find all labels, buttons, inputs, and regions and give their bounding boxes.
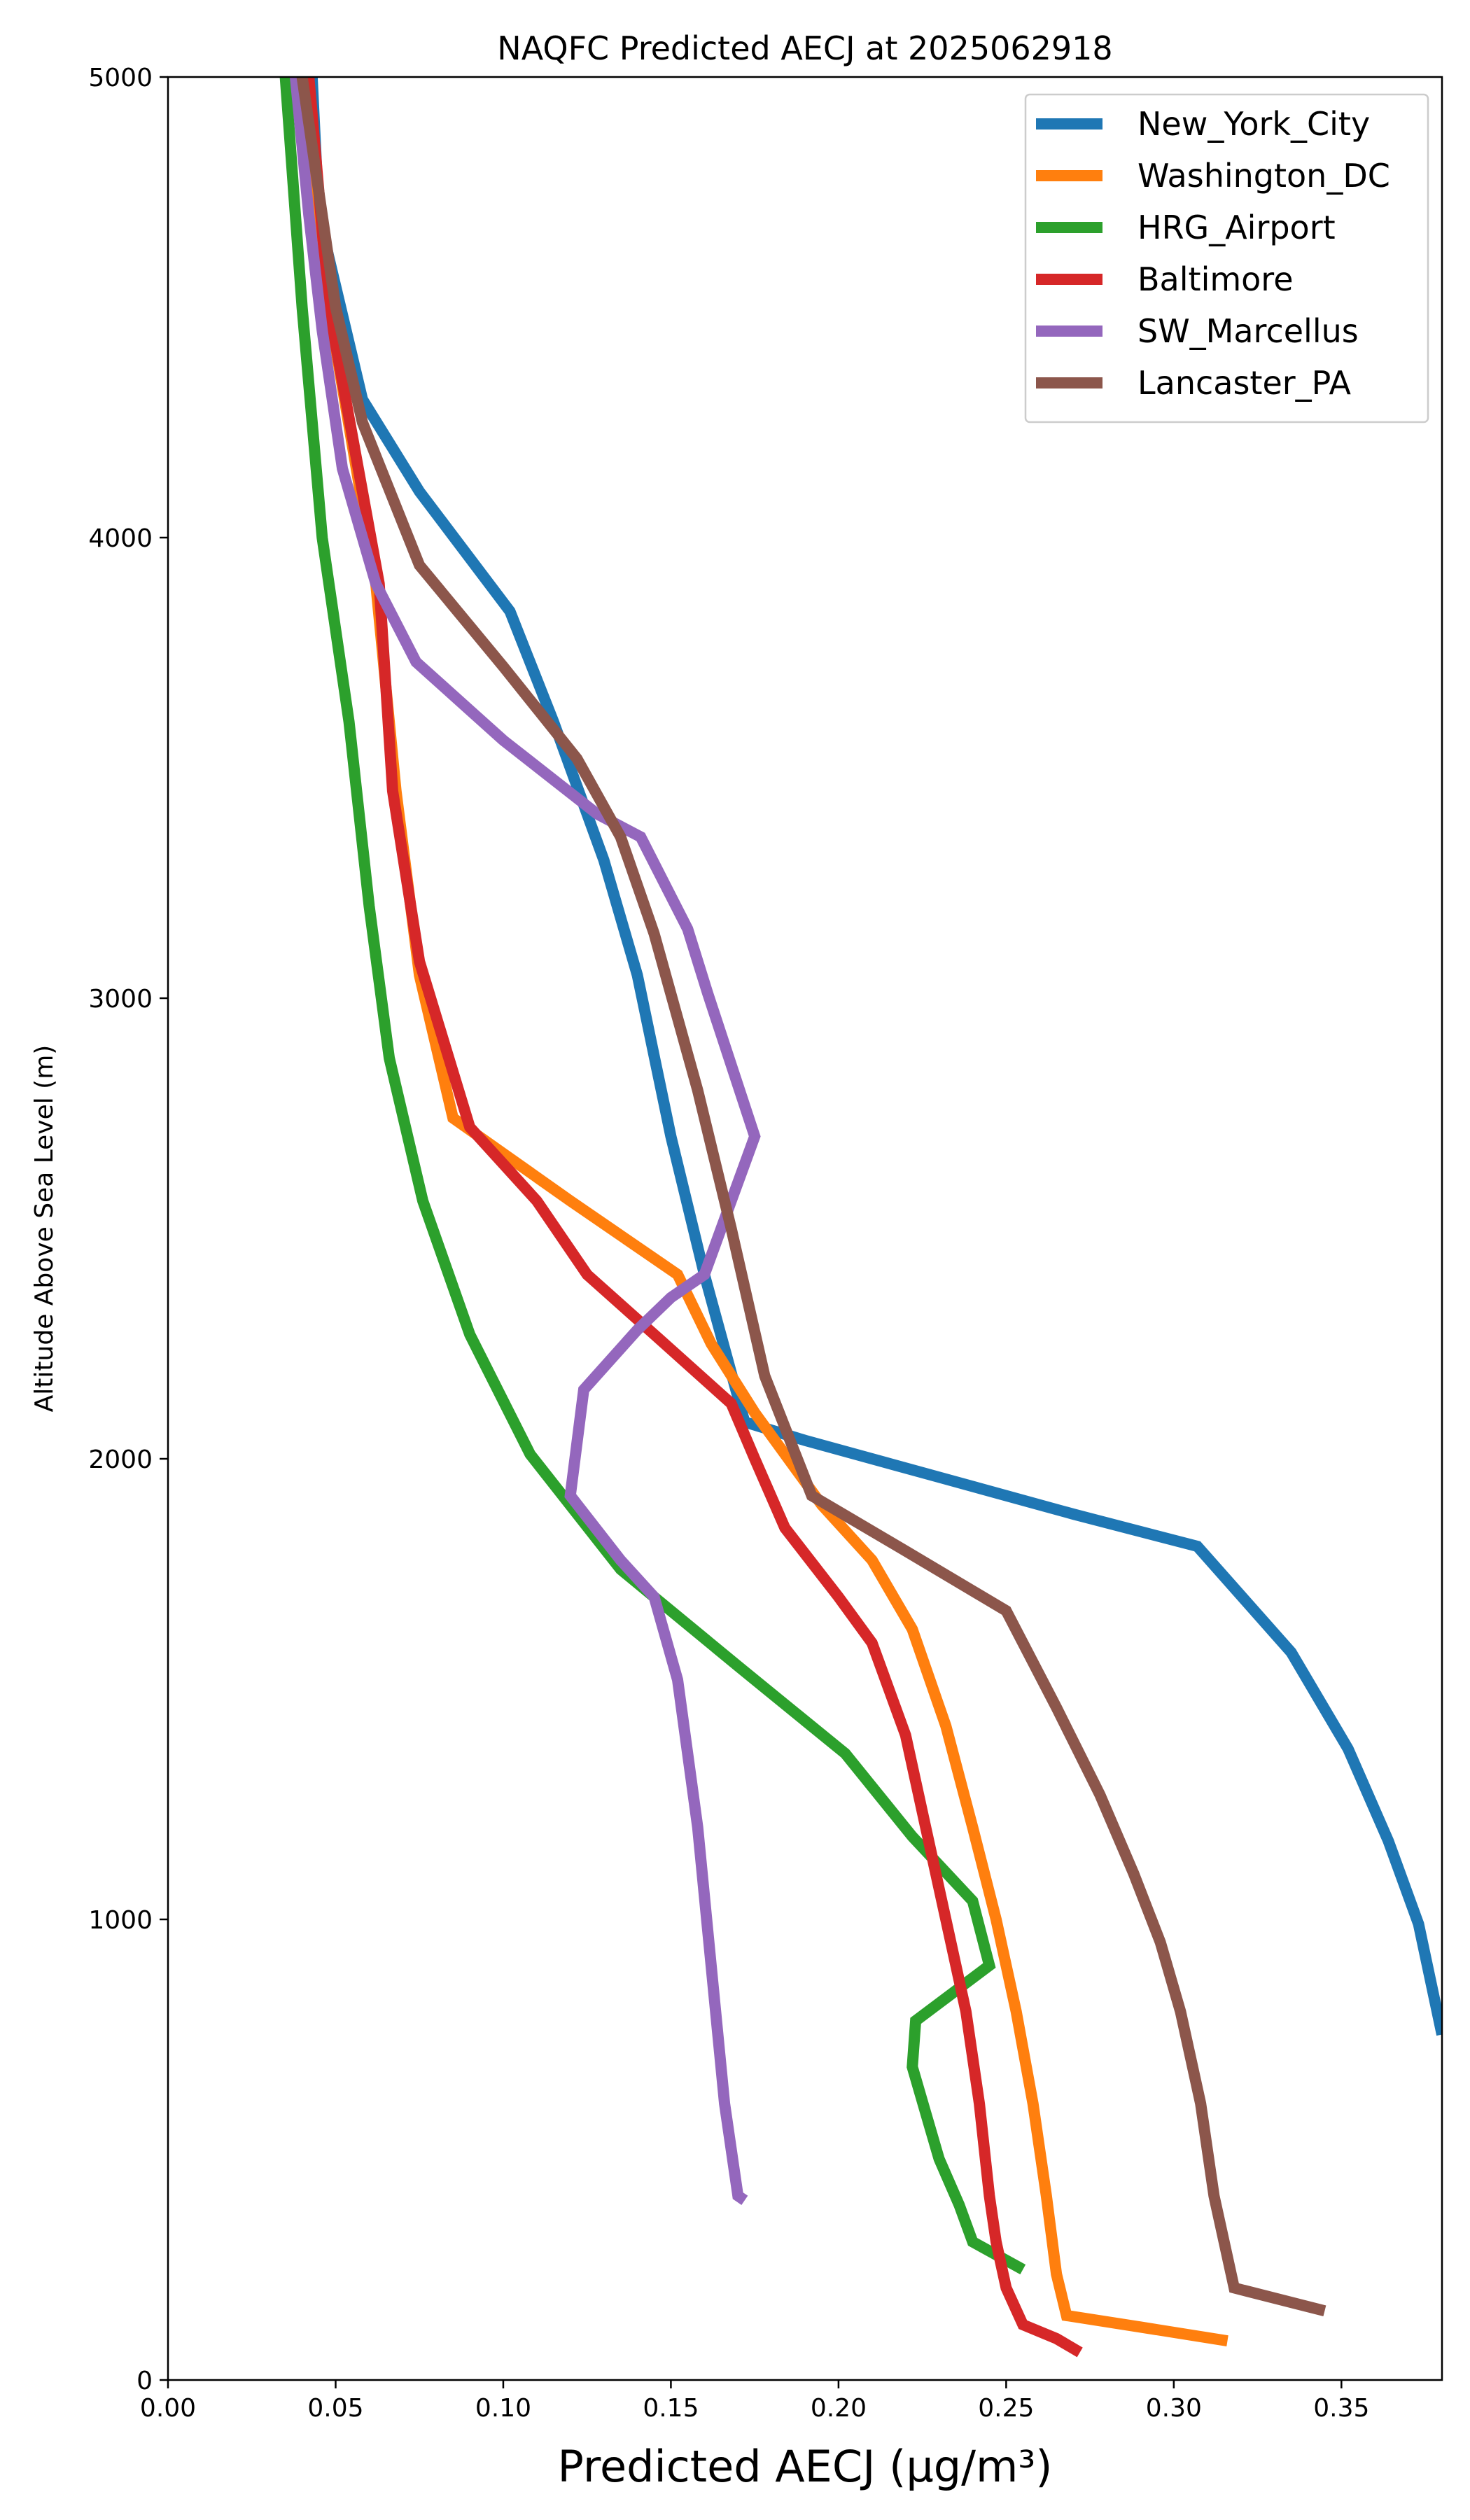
legend-label-baltimore: Baltimore (1138, 260, 1294, 298)
legend-box (1024, 93, 1429, 424)
legend-label-hrg-airport: HRG_Airport (1138, 209, 1336, 246)
x-tick-label: 0.15 (643, 2394, 699, 2423)
legend: New_York_City Washington_DC HRG_Airport Bal… (1024, 93, 1429, 424)
legend-items: New_York_City Washington_DC HRG_Airport Bal… (1036, 105, 1390, 402)
y-tick-label: 4000 (88, 524, 153, 553)
y-tick-label: 0 (136, 2367, 153, 2395)
x-axis: 0.00 0.05 0.10 0.15 0.20 0.25 0.30 0.35 (140, 2380, 1369, 2423)
y-axis: 0 1000 2000 3000 4000 5000 (88, 64, 168, 2395)
series-layer (279, 77, 1442, 2358)
x-tick-label: 0.20 (811, 2394, 867, 2423)
legend-label-lancaster-pa: Lancaster_PA (1138, 364, 1351, 402)
series-line-lancaster-pa (296, 77, 1326, 2317)
series-line-hrg-airport (279, 77, 1026, 2275)
x-tick-label: 0.10 (475, 2394, 531, 2423)
series-line-new-york-city (306, 77, 1442, 2036)
x-tick-label: 0.00 (140, 2394, 196, 2423)
series-line-sw-marcellus (290, 77, 761, 2205)
series-line-baltimore (303, 77, 1083, 2358)
y-tick-label: 1000 (88, 1906, 153, 1935)
y-tick-label: 5000 (88, 64, 153, 92)
plot-frame (167, 76, 1443, 2381)
x-tick-label: 0.05 (307, 2394, 363, 2423)
y-tick-label: 2000 (88, 1446, 153, 1474)
y-tick-label: 3000 (88, 985, 153, 1014)
x-tick-label: 0.35 (1313, 2394, 1369, 2423)
x-tick-label: 0.30 (1146, 2394, 1202, 2423)
y-axis-label: Altitude Above Sea Level (m) (30, 1045, 59, 1413)
legend-label-sw-marcellus: SW_Marcellus (1138, 312, 1359, 350)
chart-title: NAQFC Predicted AECJ at 2025062918 (497, 29, 1112, 67)
legend-label-washington-dc: Washington_DC (1138, 157, 1390, 195)
x-axis-label: Predicted AECJ (μg/m³) (558, 2441, 1053, 2492)
legend-label-new-york-city: New_York_City (1138, 105, 1370, 143)
x-tick-label: 0.25 (978, 2394, 1034, 2423)
